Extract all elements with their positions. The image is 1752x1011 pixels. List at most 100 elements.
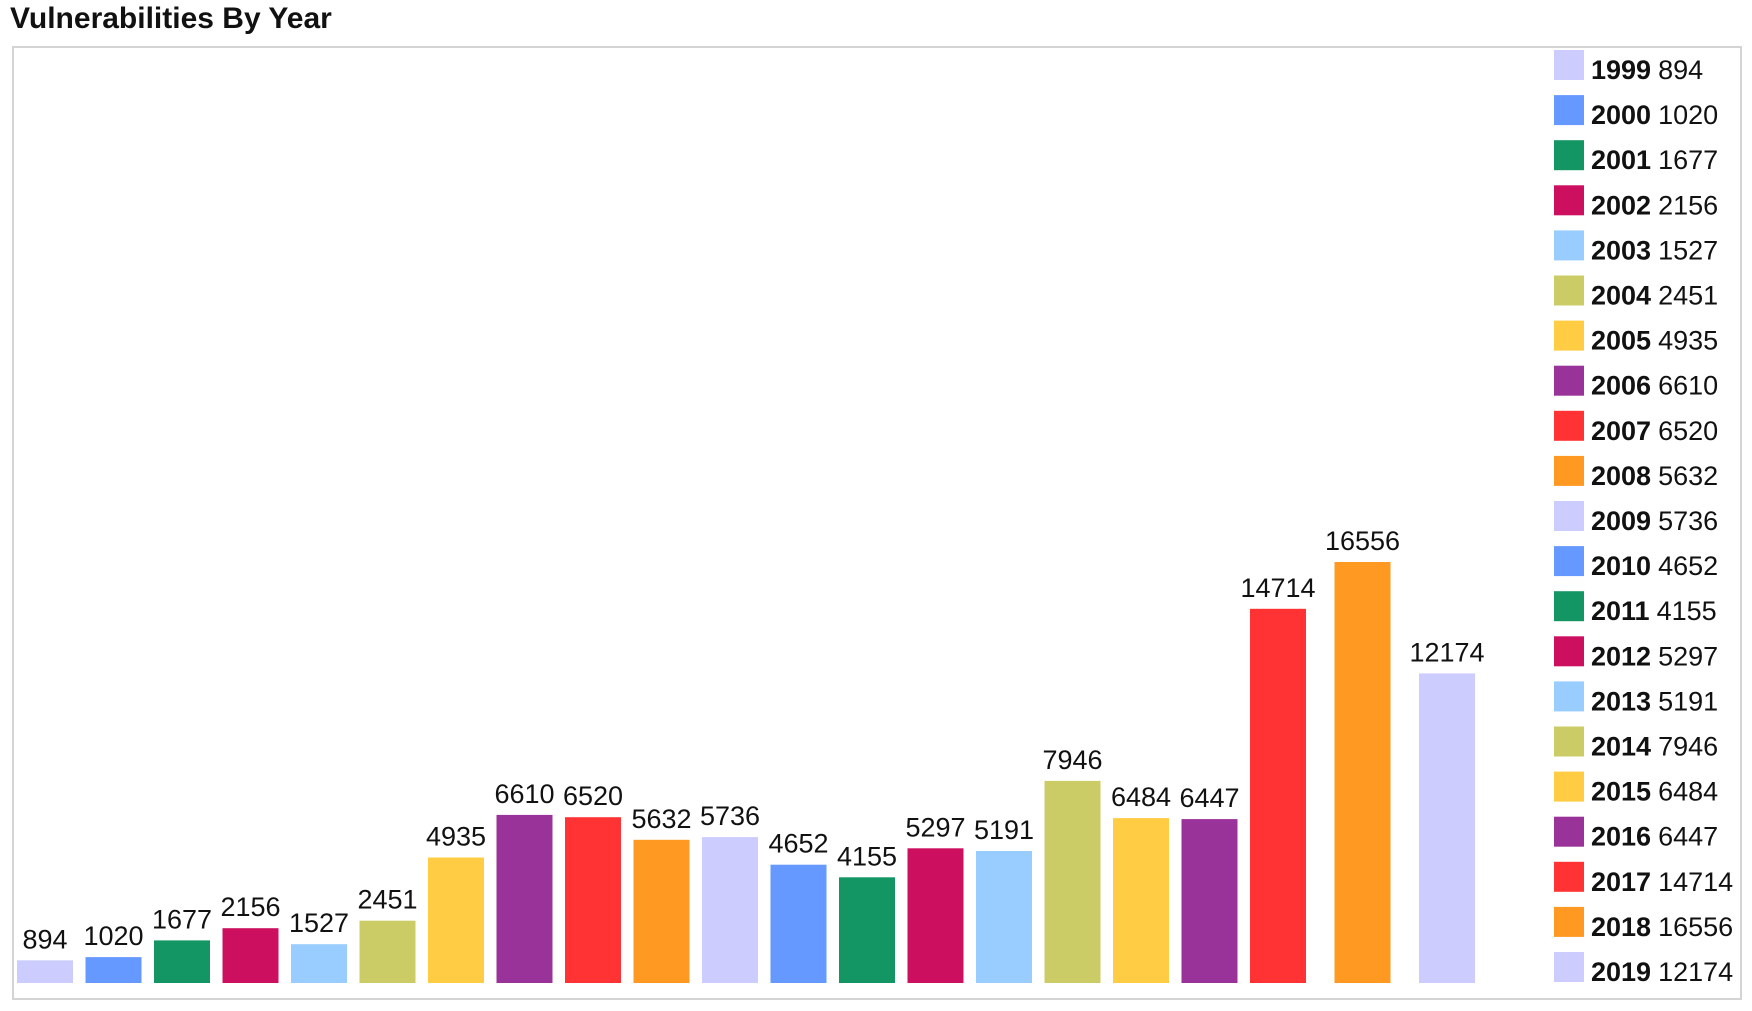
legend-item-2008: 2008 5632 [1554,455,1718,491]
bar-2011 [839,877,895,983]
legend-label-2000: 2000 1020 [1591,100,1718,130]
bar-label-2002: 2156 [220,892,280,922]
bar-2009 [702,837,758,983]
bar-2013 [976,851,1032,983]
legend-label-2009: 2009 5736 [1591,506,1718,536]
bar-2010 [770,864,827,983]
legend-label-2006: 2006 6610 [1591,371,1718,401]
bar-2000 [85,957,142,983]
bar-2015 [1113,818,1169,983]
legend-swatch-2011 [1554,591,1584,622]
bar-label-2007: 6520 [563,781,623,811]
bar-2005 [428,857,484,983]
bars-group [17,562,1475,983]
bar-label-2019: 12174 [1409,637,1484,667]
legend-swatch-2016 [1554,816,1584,847]
legend-item-1999: 1999 894 [1554,50,1703,85]
legend-item-2000: 2000 1020 [1554,95,1718,130]
legend-swatch-2007 [1554,410,1584,441]
legend-label-2010: 2010 4652 [1591,551,1718,581]
legend-item-2014: 2014 7946 [1554,726,1718,762]
bar-label-2016: 6447 [1179,783,1239,813]
legend-label-2019: 2019 12174 [1591,957,1733,987]
chart-title: Vulnerabilities By Year [10,2,332,35]
legend-swatch-1999 [1554,50,1584,80]
legend-swatch-2001 [1554,140,1584,171]
legend-item-2002: 2002 2156 [1554,185,1718,220]
legend-swatch-2005 [1554,320,1584,351]
legend-label-2012: 2012 5297 [1591,641,1718,671]
legend-item-2005: 2005 4935 [1554,320,1718,356]
legend-item-2017: 2017 14714 [1554,861,1733,897]
bar-2012 [907,848,964,983]
legend-item-2019: 2019 12174 [1554,952,1733,987]
legend-label-2018: 2018 16556 [1591,912,1733,942]
legend-swatch-2012 [1554,636,1584,667]
legend-swatch-2019 [1554,952,1584,982]
bar-label-2013: 5191 [974,815,1034,845]
chart-frame [12,46,1742,1000]
bar-label-2008: 5632 [631,804,691,834]
legend-item-2004: 2004 2451 [1554,275,1718,311]
bar-labels-group: 894 1020 1677 2156 1527 2451 4935 6610 6520 5632 5… [22,526,1484,954]
bar-2003 [291,944,347,983]
legend-swatch-2002 [1554,185,1584,216]
legend-item-2011: 2011 4155 [1554,591,1717,626]
bar-label-2014: 7946 [1042,745,1102,775]
bar-2002 [222,928,279,983]
bar-label-2015: 6484 [1111,782,1171,812]
legend-label-2007: 2007 6520 [1591,416,1718,446]
bar-2018 [1334,562,1391,983]
legend-label-2004: 2004 2451 [1591,281,1718,311]
legend-swatch-2000 [1554,95,1584,126]
bar-2006 [496,814,553,983]
bar-label-2009: 5736 [700,801,760,831]
legend-swatch-2013 [1554,681,1584,712]
legend-swatch-2003 [1554,230,1584,261]
legend-swatch-2009 [1554,501,1584,531]
bar-2001 [154,940,210,983]
legend-item-2015: 2015 6484 [1554,771,1718,807]
legend-swatch-2004 [1554,275,1584,306]
bar-label-2012: 5297 [905,812,965,842]
bar-2008 [633,839,690,983]
legend-item-2003: 2003 1527 [1554,230,1718,265]
legend-item-2013: 2013 5191 [1554,681,1718,716]
bar-label-2017: 14714 [1240,573,1315,603]
legend-item-2006: 2006 6610 [1554,365,1718,401]
legend-label-2015: 2015 6484 [1591,777,1718,807]
bar-label-2001: 1677 [152,904,212,934]
legend-swatch-2010 [1554,546,1584,577]
bar-label-2005: 4935 [426,822,486,852]
bar-2017 [1250,608,1306,983]
legend-label-2005: 2005 4935 [1591,326,1718,356]
legend-swatch-2018 [1554,906,1584,937]
legend-swatch-2015 [1554,771,1584,802]
bar-2004 [359,920,416,983]
bar-2016 [1181,819,1238,983]
legend-label-2016: 2016 6447 [1591,822,1718,852]
legend-label-2014: 2014 7946 [1591,732,1718,762]
legend-label-1999: 1999 894 [1591,55,1703,85]
legend-label-2003: 2003 1527 [1591,235,1718,265]
bar-label-1999: 894 [22,924,67,954]
bar-label-2000: 1020 [83,921,143,951]
legend-item-2001: 2001 1677 [1554,140,1718,175]
legend-item-2016: 2016 6447 [1554,816,1718,852]
legend-swatch-2014 [1554,726,1584,757]
bar-2014 [1044,780,1101,983]
legend-label-2011: 2011 4155 [1591,596,1717,626]
bar-2019 [1419,673,1475,983]
bar-label-2004: 2451 [357,885,417,915]
legend: 1999 894 2000 1020 2001 1677 2002 2156 2003 1527 2… [1554,50,1733,987]
bar-label-2011: 4155 [837,841,897,871]
legend-item-2018: 2018 16556 [1554,906,1733,942]
bar-label-2003: 1527 [289,908,349,938]
legend-swatch-2008 [1554,455,1584,486]
legend-item-2009: 2009 5736 [1554,501,1718,536]
legend-label-2001: 2001 1677 [1591,145,1718,175]
legend-item-2010: 2010 4652 [1554,546,1718,581]
legend-label-2017: 2017 14714 [1591,867,1733,897]
legend-swatch-2006 [1554,365,1584,396]
